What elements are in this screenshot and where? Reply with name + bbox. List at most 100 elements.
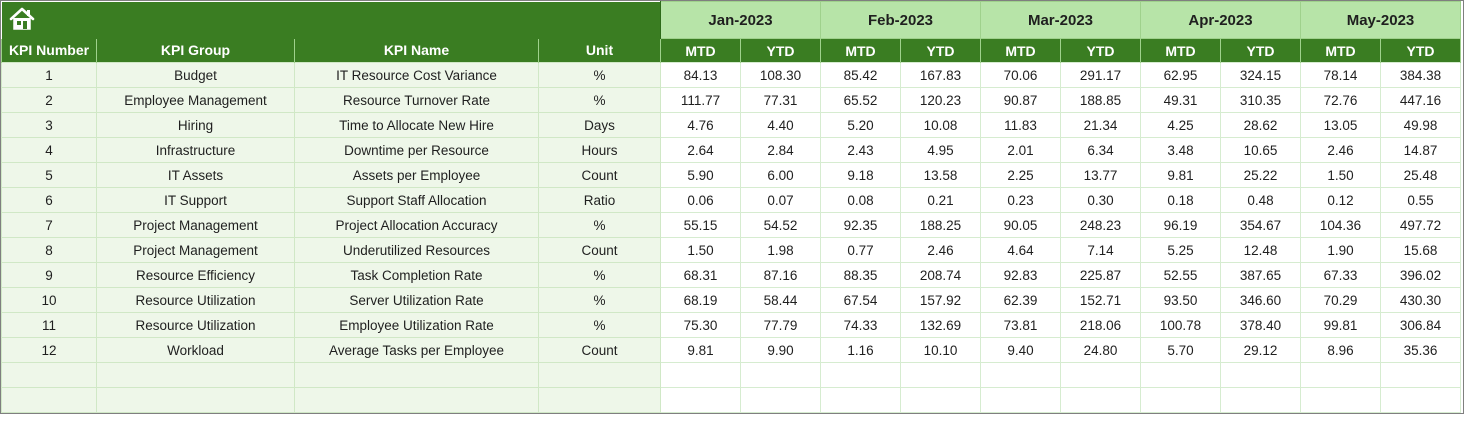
kpi-name-cell[interactable]: Employee Utilization Rate [294, 312, 539, 338]
ytd-value-cell[interactable]: 324.15 [1220, 62, 1301, 88]
ytd-value-cell[interactable]: 120.23 [900, 87, 981, 113]
ytd-value-cell[interactable]: 10.08 [900, 112, 981, 138]
mtd-value-cell[interactable]: 84.13 [660, 62, 741, 88]
ytd-value-cell[interactable]: 77.79 [740, 312, 821, 338]
mtd-value-cell[interactable]: 5.25 [1140, 237, 1221, 263]
ytd-value-cell[interactable]: 430.30 [1380, 287, 1461, 313]
kpi-group-cell[interactable]: Budget [96, 62, 295, 88]
mtd-value-cell[interactable]: 67.54 [820, 287, 901, 313]
mtd-value-cell[interactable]: 85.42 [820, 62, 901, 88]
mtd-value-cell[interactable]: 96.19 [1140, 212, 1221, 238]
ytd-value-cell[interactable]: 384.38 [1380, 62, 1461, 88]
unit-cell[interactable]: Days [538, 112, 661, 138]
mtd-value-cell[interactable]: 2.01 [980, 137, 1061, 163]
kpi-name-cell[interactable]: IT Resource Cost Variance [294, 62, 539, 88]
unit-cell[interactable]: % [538, 287, 661, 313]
empty-cell[interactable] [660, 362, 741, 388]
kpi-group-cell[interactable]: Hiring [96, 112, 295, 138]
empty-cell[interactable] [1380, 362, 1461, 388]
empty-cell[interactable] [1, 387, 97, 413]
ytd-value-cell[interactable]: 346.60 [1220, 287, 1301, 313]
mtd-value-cell[interactable]: 111.77 [660, 87, 741, 113]
ytd-value-cell[interactable]: 188.25 [900, 212, 981, 238]
ytd-value-cell[interactable]: 49.98 [1380, 112, 1461, 138]
ytd-value-cell[interactable]: 132.69 [900, 312, 981, 338]
ytd-value-cell[interactable]: 54.52 [740, 212, 821, 238]
mtd-value-cell[interactable]: 13.05 [1300, 112, 1381, 138]
ytd-value-cell[interactable]: 25.22 [1220, 162, 1301, 188]
mtd-value-cell[interactable]: 90.87 [980, 87, 1061, 113]
header-mtd[interactable]: MTD [1300, 38, 1381, 63]
ytd-value-cell[interactable]: 15.68 [1380, 237, 1461, 263]
ytd-value-cell[interactable]: 12.48 [1220, 237, 1301, 263]
empty-cell[interactable] [1380, 387, 1461, 413]
kpi-name-cell[interactable]: Server Utilization Rate [294, 287, 539, 313]
mtd-value-cell[interactable]: 104.36 [1300, 212, 1381, 238]
ytd-value-cell[interactable]: 13.77 [1060, 162, 1141, 188]
header-ytd[interactable]: YTD [1220, 38, 1301, 63]
ytd-value-cell[interactable]: 13.58 [900, 162, 981, 188]
mtd-value-cell[interactable]: 75.30 [660, 312, 741, 338]
mtd-value-cell[interactable]: 5.20 [820, 112, 901, 138]
ytd-value-cell[interactable]: 387.65 [1220, 262, 1301, 288]
empty-cell[interactable] [1060, 362, 1141, 388]
kpi-name-cell[interactable]: Task Completion Rate [294, 262, 539, 288]
ytd-value-cell[interactable]: 0.55 [1380, 187, 1461, 213]
ytd-value-cell[interactable]: 21.34 [1060, 112, 1141, 138]
ytd-value-cell[interactable]: 225.87 [1060, 262, 1141, 288]
unit-cell[interactable]: % [538, 262, 661, 288]
ytd-value-cell[interactable]: 77.31 [740, 87, 821, 113]
unit-cell[interactable]: % [538, 212, 661, 238]
ytd-value-cell[interactable]: 248.23 [1060, 212, 1141, 238]
ytd-value-cell[interactable]: 87.16 [740, 262, 821, 288]
mtd-value-cell[interactable]: 92.83 [980, 262, 1061, 288]
ytd-value-cell[interactable]: 0.30 [1060, 187, 1141, 213]
empty-cell[interactable] [294, 387, 539, 413]
home-icon[interactable] [8, 6, 36, 32]
mtd-value-cell[interactable]: 78.14 [1300, 62, 1381, 88]
unit-cell[interactable]: % [538, 87, 661, 113]
mtd-value-cell[interactable]: 0.08 [820, 187, 901, 213]
empty-cell[interactable] [294, 362, 539, 388]
kpi-number-cell[interactable]: 7 [1, 212, 97, 238]
mtd-value-cell[interactable]: 0.77 [820, 237, 901, 263]
unit-cell[interactable]: Ratio [538, 187, 661, 213]
ytd-value-cell[interactable]: 7.14 [1060, 237, 1141, 263]
kpi-name-cell[interactable]: Time to Allocate New Hire [294, 112, 539, 138]
ytd-value-cell[interactable]: 152.71 [1060, 287, 1141, 313]
ytd-value-cell[interactable]: 447.16 [1380, 87, 1461, 113]
kpi-name-cell[interactable]: Project Allocation Accuracy [294, 212, 539, 238]
ytd-value-cell[interactable]: 378.40 [1220, 312, 1301, 338]
kpi-number-cell[interactable]: 8 [1, 237, 97, 263]
kpi-number-cell[interactable]: 4 [1, 137, 97, 163]
kpi-group-cell[interactable]: Project Management [96, 237, 295, 263]
header-unit[interactable]: Unit [538, 38, 661, 63]
mtd-value-cell[interactable]: 2.43 [820, 137, 901, 163]
mtd-value-cell[interactable]: 70.29 [1300, 287, 1381, 313]
kpi-number-cell[interactable]: 3 [1, 112, 97, 138]
kpi-number-cell[interactable]: 2 [1, 87, 97, 113]
header-ytd[interactable]: YTD [740, 38, 821, 63]
ytd-value-cell[interactable]: 1.98 [740, 237, 821, 263]
unit-cell[interactable]: % [538, 62, 661, 88]
empty-cell[interactable] [96, 387, 295, 413]
ytd-value-cell[interactable]: 10.65 [1220, 137, 1301, 163]
header-kpi-group[interactable]: KPI Group [96, 38, 295, 63]
ytd-value-cell[interactable]: 0.21 [900, 187, 981, 213]
ytd-value-cell[interactable]: 108.30 [740, 62, 821, 88]
mtd-value-cell[interactable]: 68.19 [660, 287, 741, 313]
ytd-value-cell[interactable]: 188.85 [1060, 87, 1141, 113]
kpi-group-cell[interactable]: Resource Utilization [96, 287, 295, 313]
header-kpi-name[interactable]: KPI Name [294, 38, 539, 63]
mtd-value-cell[interactable]: 0.18 [1140, 187, 1221, 213]
ytd-value-cell[interactable]: 4.95 [900, 137, 981, 163]
mtd-value-cell[interactable]: 100.78 [1140, 312, 1221, 338]
kpi-name-cell[interactable]: Support Staff Allocation [294, 187, 539, 213]
mtd-value-cell[interactable]: 62.39 [980, 287, 1061, 313]
ytd-value-cell[interactable]: 167.83 [900, 62, 981, 88]
mtd-value-cell[interactable]: 9.81 [660, 337, 741, 363]
ytd-value-cell[interactable]: 35.36 [1380, 337, 1461, 363]
header-kpi-number[interactable]: KPI Number [1, 38, 97, 63]
mtd-value-cell[interactable]: 92.35 [820, 212, 901, 238]
mtd-value-cell[interactable]: 0.23 [980, 187, 1061, 213]
